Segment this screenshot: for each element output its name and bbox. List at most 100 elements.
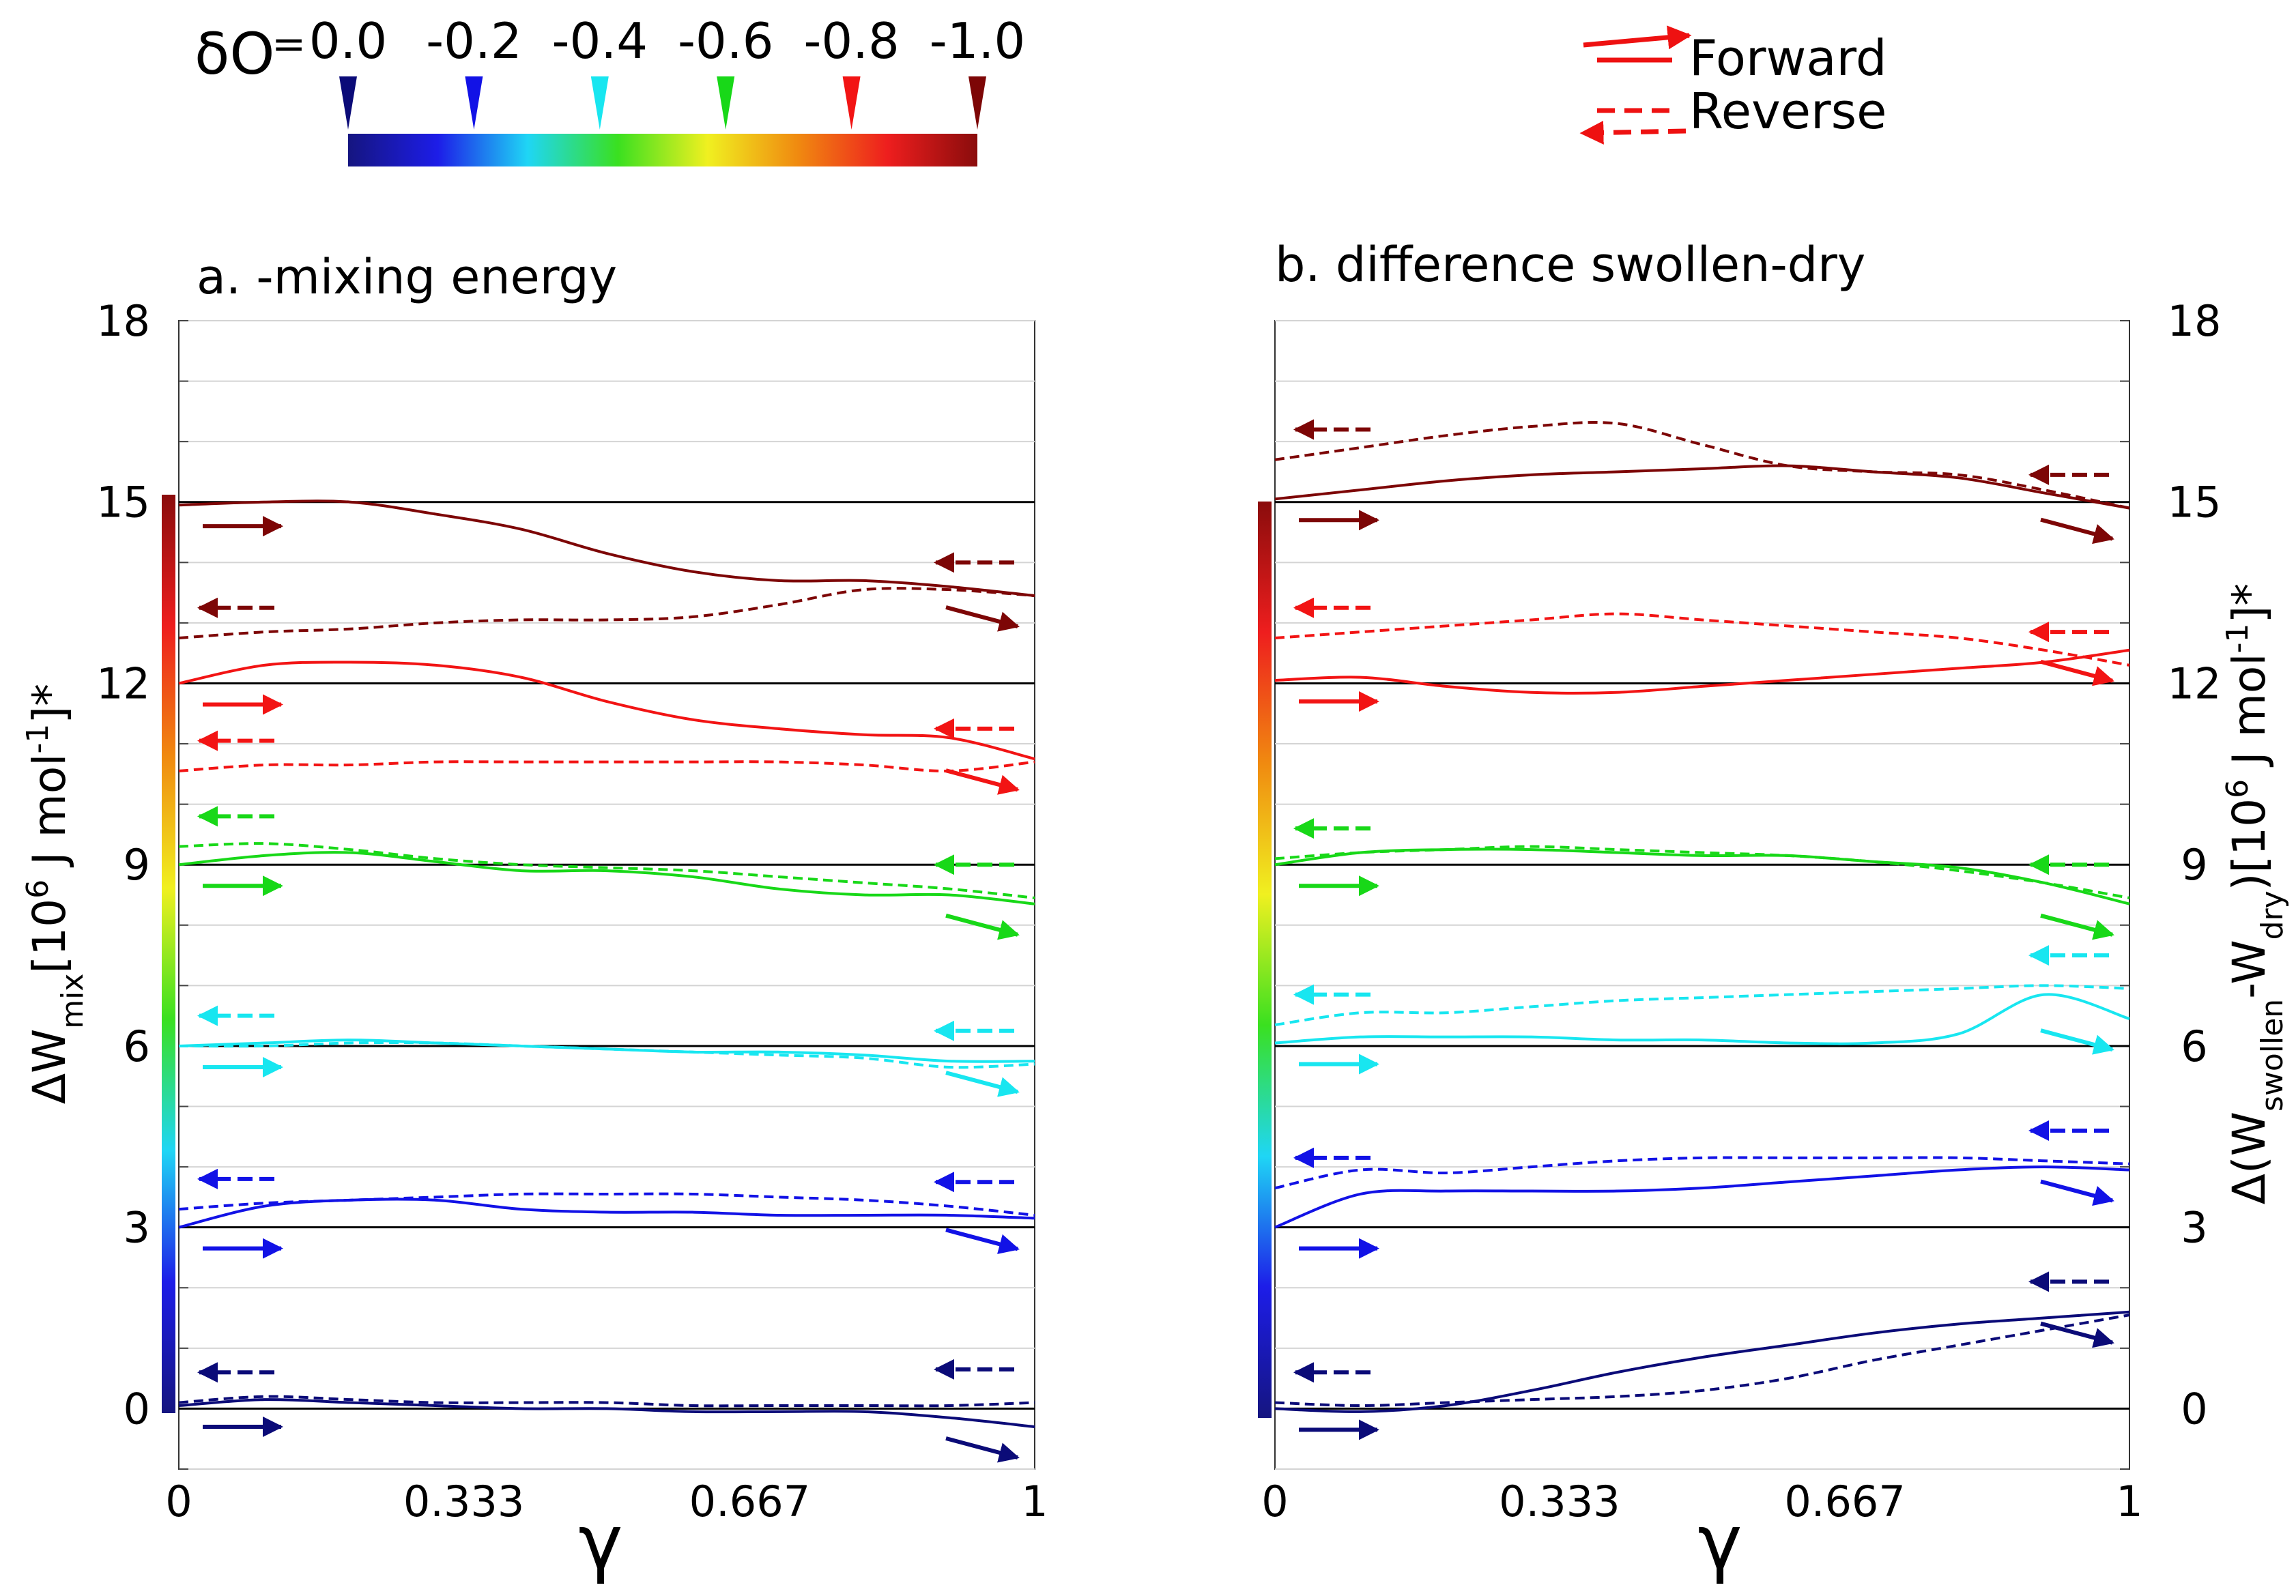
panel-b-frame <box>1274 320 2130 1470</box>
y-axis-label-part: -1 <box>2220 624 2255 654</box>
series-line-reverse <box>178 587 1035 640</box>
direction-arrow <box>945 913 1020 940</box>
x-tick-label: 0.667 <box>1784 1477 1906 1526</box>
y-tick-label: 12 <box>96 658 150 708</box>
legend-reverse-arrow <box>1579 120 1687 145</box>
panel-b: b. difference swollen-dry 0 3 6 9 12 15 18 0 0.… <box>1258 237 2290 1586</box>
colorbar-tick-label: 0.0 <box>309 12 388 70</box>
series-line-reverse <box>1274 612 2130 667</box>
series-line-reverse <box>1274 984 2130 1026</box>
panel-b-series <box>1274 420 2130 1413</box>
panel-b-y-axis-label: Δ(Wswollen-Wdry)[106 J mol-1]* <box>2220 583 2290 1204</box>
y-axis-label-part: ]* <box>2223 583 2276 624</box>
series-line-reverse <box>1274 1156 2130 1190</box>
y-tick-label: 15 <box>2168 478 2222 527</box>
colorbar-marker <box>339 76 357 130</box>
y-axis-label-part: [10 <box>23 899 76 974</box>
y-tick-label: 18 <box>2168 296 2222 346</box>
colorbar-equals: = <box>272 20 306 68</box>
panel-b-x-ticks: 0 0.333 0.667 1 <box>1261 1477 2142 1526</box>
y-axis-label-part: 6 <box>20 880 55 899</box>
colorbar-marker <box>590 76 609 130</box>
panel-b-side-colorbar <box>1258 502 1272 1418</box>
series-line-reverse <box>1274 1314 2130 1407</box>
series-line-forward <box>1274 993 2130 1045</box>
series-line-forward <box>178 499 1035 598</box>
x-tick-label: 0.667 <box>689 1477 811 1526</box>
direction-arrow <box>2040 1321 2114 1348</box>
y-axis-label-part: J mol <box>2223 653 2276 779</box>
y-tick-label: 0 <box>2181 1384 2207 1434</box>
series-line-reverse <box>1274 420 2130 510</box>
y-tick-label: 0 <box>124 1384 150 1434</box>
panel-b-grid <box>1275 320 2129 1470</box>
colorbar-legend: δO = 0.0 -0.2 -0.4 -0.6 -0.8 -1.0 <box>195 12 1025 166</box>
panel-a-direction-arrows <box>197 516 1020 1463</box>
series-line-reverse <box>1274 845 2130 899</box>
y-tick-label: 18 <box>96 296 150 346</box>
series-line-forward <box>178 851 1035 905</box>
colorbar-tick-label: -1.0 <box>930 12 1025 70</box>
series-line-reverse <box>178 842 1035 899</box>
panel-b-direction-arrows <box>1293 419 2114 1440</box>
series-line-forward <box>1274 464 2130 510</box>
direction-arrow <box>945 605 1020 632</box>
panel-a-y-axis-label: ΔWmix[106 J mol-1]* <box>20 684 90 1104</box>
x-tick-label: 0 <box>1261 1477 1288 1526</box>
panel-a-y-ticks: 0 3 6 9 12 15 18 <box>96 296 150 1434</box>
series-line-forward <box>1274 648 2130 695</box>
y-axis-label-part: ΔW <box>23 1029 76 1104</box>
panel-b-y-axis-label-text: Δ(Wswollen-Wdry)[106 J mol-1]* <box>2220 583 2290 1204</box>
panel-b-title: b. difference swollen-dry <box>1275 237 1865 293</box>
series-line-forward <box>178 1398 1035 1428</box>
panel-a-y-axis-label-text: ΔWmix[106 J mol-1]* <box>20 684 90 1104</box>
panel-b-x-axis-label: γ <box>1697 1498 1742 1586</box>
direction-legend: Forward Reverse <box>1579 25 1887 145</box>
panel-b-y-ticks: 0 3 6 9 12 15 18 <box>2168 296 2222 1434</box>
y-tick-label: 12 <box>2168 658 2222 708</box>
direction-arrow <box>945 1228 1020 1254</box>
direction-arrow <box>2040 1028 2114 1055</box>
panel-a-x-axis-label: γ <box>578 1498 622 1586</box>
series-line-forward <box>178 1198 1035 1229</box>
direction-arrow <box>2040 1179 2114 1206</box>
y-axis-label-part: swollen <box>2255 999 2290 1112</box>
colorbar-marker <box>465 76 483 130</box>
x-tick-label: 0.333 <box>403 1477 525 1526</box>
colorbar-marker <box>968 76 986 130</box>
y-axis-label-part: dry <box>2255 890 2290 940</box>
direction-arrow <box>2040 659 2114 686</box>
y-tick-label: 9 <box>124 840 150 890</box>
colorbar-gradient <box>348 134 977 166</box>
x-tick-label: 1 <box>1021 1477 1048 1526</box>
y-axis-label-part: )[10 <box>2223 798 2276 890</box>
panel-a: a. -mixing energy 0 3 6 9 12 15 18 0 0.333 0.667… <box>20 249 1048 1586</box>
x-tick-label: 0 <box>165 1477 192 1526</box>
series-line-reverse <box>178 1041 1035 1069</box>
colorbar-tick-label: -0.4 <box>552 12 648 70</box>
y-axis-label-part: mix <box>55 974 90 1029</box>
direction-arrow <box>945 1071 1020 1097</box>
direction-arrow <box>2040 913 2114 940</box>
y-tick-label: 3 <box>124 1203 150 1253</box>
colorbar-marker <box>717 76 735 130</box>
colorbar-ticks: 0.0 -0.2 -0.4 -0.6 -0.8 -1.0 <box>309 12 1025 130</box>
y-axis-label-part: ]* <box>23 684 76 724</box>
legend-forward-arrow <box>1583 25 1692 50</box>
series-line-reverse <box>178 1192 1035 1217</box>
y-axis-label-part: 6 <box>2220 779 2255 798</box>
colorbar-tick-label: -0.2 <box>426 12 521 70</box>
y-tick-label: 15 <box>96 478 150 527</box>
y-axis-label-part: -1 <box>20 724 55 754</box>
panel-b-baselines <box>1275 501 2129 1410</box>
legend-forward-label: Forward <box>1689 29 1887 87</box>
colorbar-marker <box>842 76 861 130</box>
y-tick-label: 3 <box>2181 1203 2207 1253</box>
series-line-forward <box>1274 1165 2130 1229</box>
series-line-reverse <box>178 760 1035 772</box>
y-axis-label-part: J mol <box>23 753 76 879</box>
series-line-forward <box>178 661 1035 761</box>
colorbar-tick-label: -0.6 <box>678 12 773 70</box>
y-tick-label: 9 <box>2181 840 2207 890</box>
